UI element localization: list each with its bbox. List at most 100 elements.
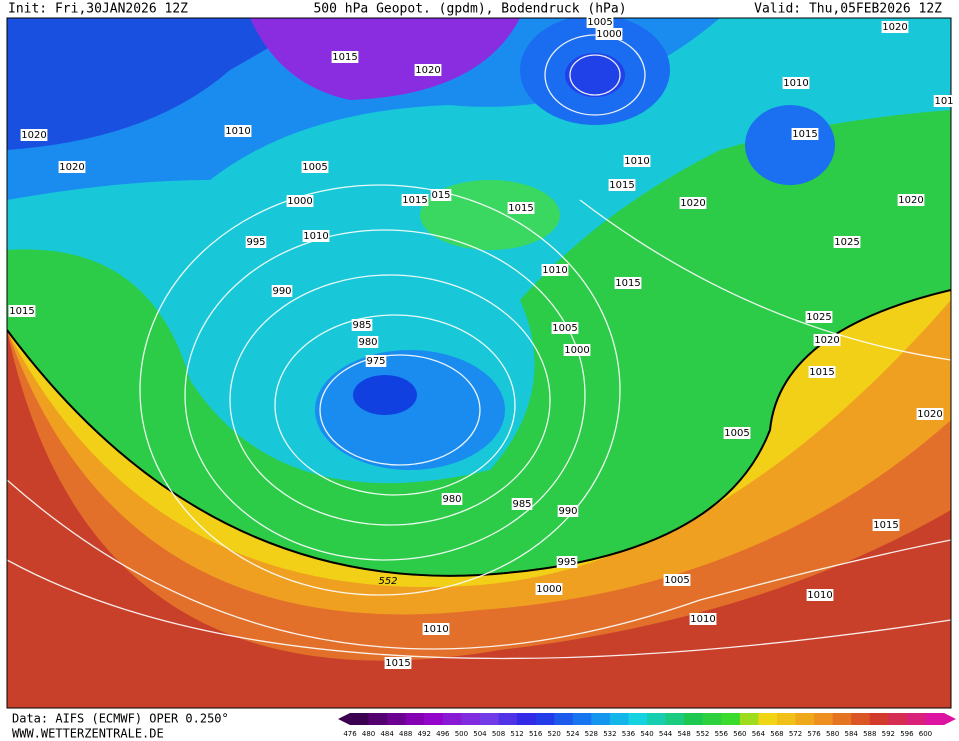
isobar-label: 1005 xyxy=(302,162,327,173)
isobar-label: 985 xyxy=(352,320,371,331)
isobar-label: 980 xyxy=(358,337,377,348)
label-box xyxy=(441,493,463,505)
isobar-label: 1005 xyxy=(552,323,577,334)
legend-swatch xyxy=(554,713,574,725)
isobar-label: 995 xyxy=(246,237,265,248)
isobar-label: 1010 xyxy=(624,156,649,167)
label-box xyxy=(20,129,48,141)
legend-swatch xyxy=(368,713,388,725)
legend-level: 588 xyxy=(863,730,876,738)
legend-swatch xyxy=(888,713,908,725)
color-legend: 476 480 484 488 492 496 500 504 508 512 516 520 524 5… xyxy=(338,713,956,738)
isobar-label: 1015 xyxy=(792,129,817,140)
isobar-label: 1005 xyxy=(724,428,749,439)
label-box xyxy=(689,613,717,625)
label-box xyxy=(663,574,691,586)
isobar-label: 1015 xyxy=(402,195,427,206)
label-box xyxy=(286,195,314,207)
label-box xyxy=(586,16,614,28)
isobar-label: 1020 xyxy=(680,198,705,209)
isobar-label: 1025 xyxy=(806,312,831,323)
legend-swatch xyxy=(498,713,518,725)
isobar-label: 1000 xyxy=(596,29,621,40)
data-source: Data: AIFS (ECMWF) OPER 0.250° xyxy=(12,712,229,726)
label-box xyxy=(357,336,379,348)
label-box xyxy=(782,77,810,89)
legend-level: 540 xyxy=(640,730,653,738)
legend-level: 504 xyxy=(473,730,487,738)
legend-level: 476 xyxy=(343,730,357,738)
isobar-label: 990 xyxy=(558,506,577,517)
label-box xyxy=(557,505,579,517)
legend-swatch xyxy=(832,713,852,725)
isobar-label: 1015 xyxy=(508,203,533,214)
legend-level: 564 xyxy=(752,730,766,738)
label-box xyxy=(58,161,86,173)
legend-level: 528 xyxy=(585,730,598,738)
legend-level: 576 xyxy=(807,730,821,738)
isobar-label: 1005 xyxy=(664,575,689,586)
label-box xyxy=(535,583,563,595)
isobar-label: 1020 xyxy=(415,65,440,76)
label-box xyxy=(897,194,925,206)
legend-level: 572 xyxy=(789,730,802,738)
label-box xyxy=(723,427,751,439)
label-box xyxy=(805,311,833,323)
label-box xyxy=(384,657,412,669)
label-box xyxy=(556,556,578,568)
isobar-label: 1015 xyxy=(609,180,634,191)
legend-swatch xyxy=(721,713,741,725)
label-box xyxy=(422,623,450,635)
isobar-label: 1010 xyxy=(423,624,448,635)
label-box xyxy=(563,344,591,356)
isobar-label: 1005 xyxy=(587,17,612,28)
legend-swatch xyxy=(479,713,499,725)
legend-swatch xyxy=(739,713,759,725)
legend-swatch xyxy=(387,713,407,725)
legend-arrow-right xyxy=(944,713,956,725)
legend-swatch xyxy=(424,713,444,725)
legend-swatch xyxy=(684,713,704,725)
label-box xyxy=(881,21,909,33)
legend-swatch xyxy=(442,713,462,725)
label-box xyxy=(511,498,533,510)
label-box xyxy=(8,305,36,317)
legend-swatch xyxy=(517,713,537,725)
isobar-label: 1010 xyxy=(690,614,715,625)
legend-level: 592 xyxy=(882,730,895,738)
legend-level: 492 xyxy=(418,730,431,738)
label-box xyxy=(401,194,429,206)
label-box xyxy=(245,236,267,248)
legend-swatch xyxy=(535,713,555,725)
label-box xyxy=(872,519,900,531)
map-field xyxy=(7,18,951,708)
legend-swatch xyxy=(572,713,592,725)
label-box xyxy=(833,236,861,248)
legend-level: 500 xyxy=(455,730,468,738)
isobar-label: 1020 xyxy=(814,335,839,346)
legend-arrow-left xyxy=(338,713,350,725)
init-time: Init: Fri,30JAN2026 12Z xyxy=(8,2,188,17)
isobar-label: 1000 xyxy=(287,196,312,207)
legend-swatch xyxy=(851,713,871,725)
label-box xyxy=(806,589,834,601)
isobar-label: 101 xyxy=(934,96,953,107)
legend-level: 560 xyxy=(733,730,746,738)
legend-swatch xyxy=(405,713,425,725)
isobar-label: 1015 xyxy=(809,367,834,378)
legend-swatch xyxy=(795,713,815,725)
legend-level: 584 xyxy=(845,730,859,738)
isobar-label: 1020 xyxy=(917,409,942,420)
legend-swatch xyxy=(461,713,481,725)
label-box xyxy=(351,319,373,331)
legend-swatch xyxy=(869,713,889,725)
legend-swatch xyxy=(647,713,667,725)
label-box xyxy=(808,366,836,378)
isobar-label: 1010 xyxy=(542,265,567,276)
legend-level: 556 xyxy=(715,730,729,738)
label-box xyxy=(301,161,329,173)
isobar-label: 995 xyxy=(557,557,576,568)
isobar-label: 1020 xyxy=(882,22,907,33)
